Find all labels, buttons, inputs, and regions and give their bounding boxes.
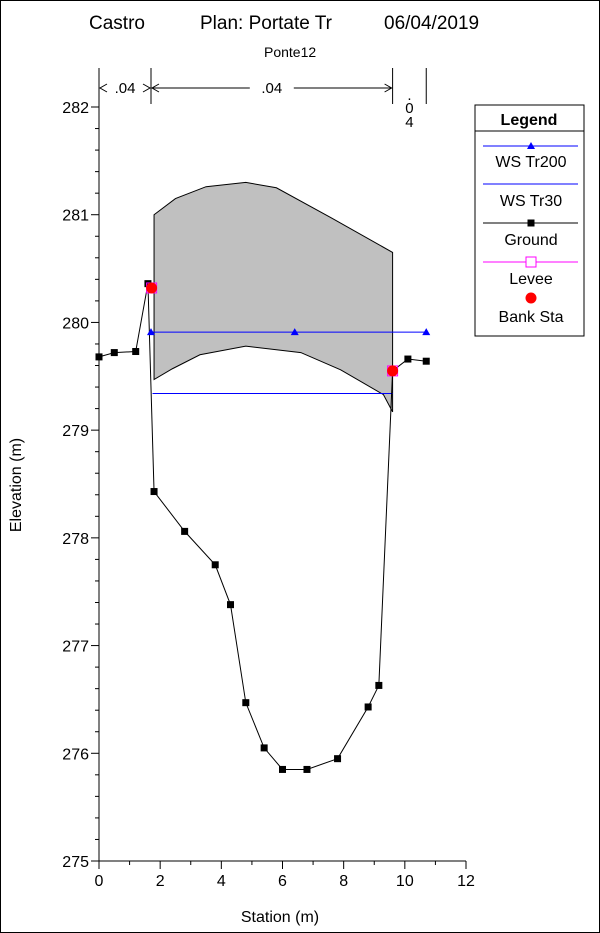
y-tick-label: 279 [62, 423, 89, 440]
legend-title: Legend [501, 112, 558, 129]
ground-point [211, 561, 219, 569]
bridge-deck [153, 181, 394, 413]
legend-entry-label: Ground [504, 232, 557, 249]
ground-point [375, 681, 383, 689]
ground-point [242, 699, 250, 707]
x-tick-label: 10 [396, 873, 414, 890]
x-tick-label: 0 [95, 873, 104, 890]
y-tick-label: 277 [62, 639, 89, 656]
mannings-n-label: .04 [261, 80, 282, 97]
legend-marker-circle [525, 292, 537, 304]
ground-point [404, 355, 412, 363]
legend-entry-label: Levee [509, 271, 553, 288]
mannings-arrowhead [384, 83, 393, 93]
y-tick-label: 282 [62, 100, 89, 117]
ground-point [422, 357, 430, 365]
mannings-n-values: .04 .04 . 0 4 [98, 68, 427, 131]
y-tick-label: 278 [62, 531, 89, 548]
bank-sta-point [146, 282, 158, 294]
ground-point [303, 765, 311, 773]
axes: 275 276 277 278 279 280 281 282 0 2 4 6 8 10 12 [62, 78, 475, 890]
x-tick-label: 4 [217, 873, 226, 890]
x-axis-label: Station (m) [241, 909, 319, 926]
ground-point [150, 488, 158, 496]
chart-title-plan: Plan: Portate Tr [200, 13, 333, 34]
ground-point [334, 755, 342, 763]
x-tick-label: 12 [457, 873, 475, 890]
legend-entry-label: WS Tr30 [500, 193, 562, 210]
legend-entry-label: WS Tr200 [495, 154, 566, 171]
y-axis-label: Elevation (m) [8, 438, 25, 532]
ws-tr200-point [422, 328, 431, 336]
ground-point [110, 349, 118, 357]
mannings-arrowhead [142, 83, 151, 93]
ground-point [95, 353, 103, 361]
x-tick-label: 6 [278, 873, 287, 890]
y-tick-label: 281 [62, 208, 89, 225]
legend: Legend WS Tr200 WS Tr30 Ground Levee Bank St… [474, 104, 585, 337]
y-tick-label: 280 [62, 315, 89, 332]
ws-tr200-point [146, 328, 155, 336]
ground-point [279, 765, 286, 773]
ground-line [98, 283, 427, 770]
ground-point [364, 703, 372, 711]
ground-point [227, 601, 235, 609]
legend-marker-open-square [525, 256, 537, 268]
x-tick-label: 8 [339, 873, 348, 890]
y-tick-label: 275 [62, 854, 89, 871]
ground-point [132, 348, 140, 356]
ground-point [181, 527, 189, 535]
legend-entry-label: Bank Sta [499, 309, 564, 326]
ws-tr200-point [290, 328, 299, 336]
legend-marker-square [527, 219, 535, 227]
y-tick-label: 276 [62, 746, 89, 763]
plot-area [95, 181, 431, 773]
mannings-arrowhead [98, 83, 108, 93]
mannings-n-label: .04 [115, 80, 136, 97]
mannings-arrowhead [150, 83, 160, 93]
bank-sta-point [387, 365, 399, 377]
chart-subtitle: Ponte12 [264, 44, 316, 60]
chart-title-project: Castro [89, 13, 145, 34]
chart-title-date: 06/04/2019 [384, 13, 479, 34]
legend-marker-triangle [527, 142, 535, 149]
ground-point [144, 280, 152, 288]
ground-point [260, 744, 268, 752]
x-tick-label: 2 [156, 873, 165, 890]
